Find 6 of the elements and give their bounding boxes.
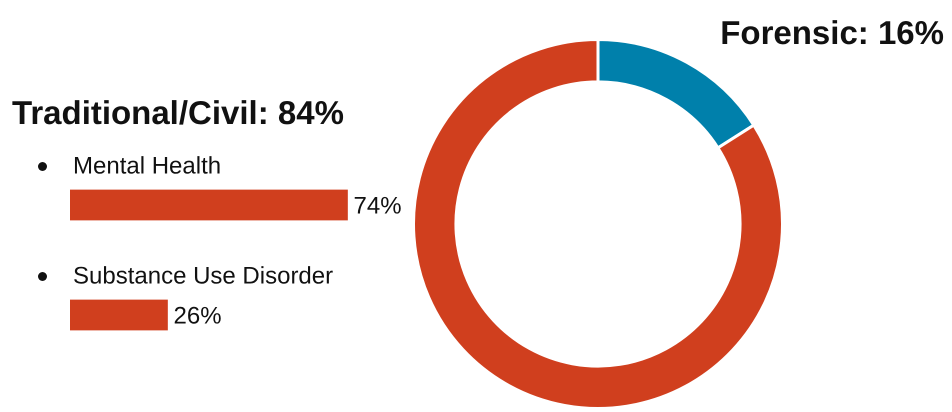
- y-tick-label: Mental Health: [73, 152, 222, 180]
- slice-label: Traditional/Civil: 84%: [12, 94, 344, 131]
- data-label: 74%: [354, 192, 402, 220]
- data-label: 26%: [174, 302, 222, 330]
- y-tick-label: Substance Use Disorder: [73, 262, 334, 290]
- slice-label: Forensic: 16%: [720, 14, 944, 51]
